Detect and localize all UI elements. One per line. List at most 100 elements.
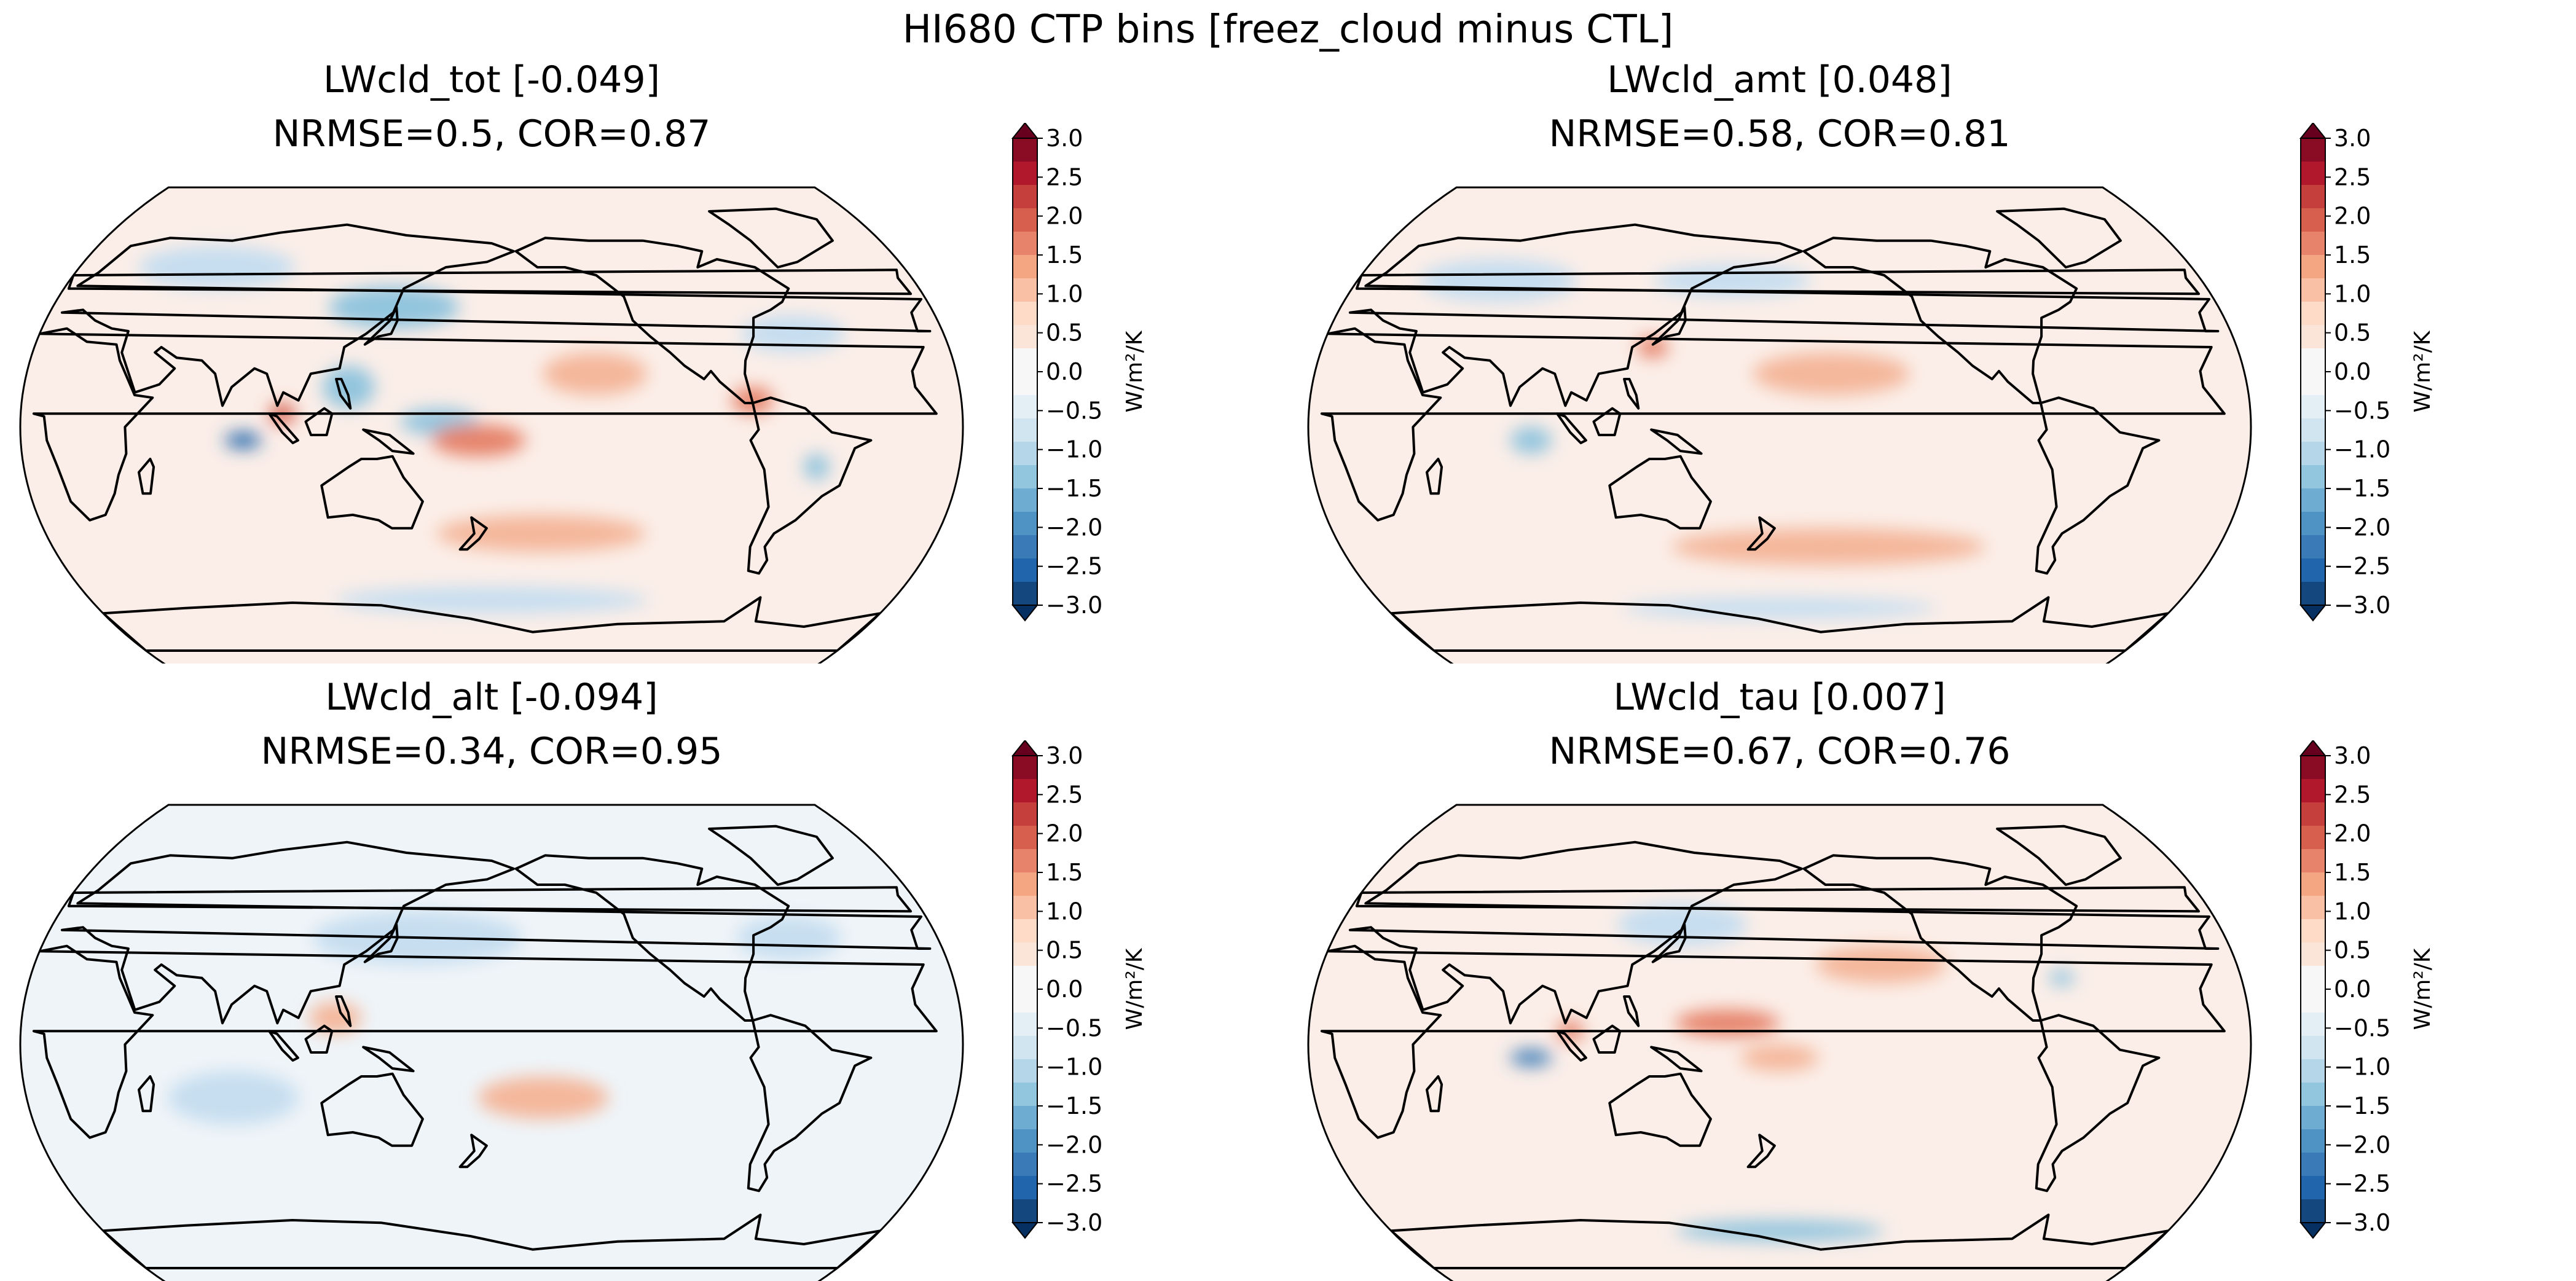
coastline-japan: [1651, 306, 1687, 346]
colorbar-tick-label: 0.5: [2334, 319, 2371, 347]
colorbar-tick-label: 0.5: [1046, 937, 1083, 964]
colorbar-tick-label: 0.0: [1046, 976, 1083, 1003]
colorbar: 3.0 2.5 2.0 1.5 1.0 0.5 0.0 −0.5 −1.0 −1.5 −2.0 −2.…: [2299, 740, 2435, 1239]
colorbar-segment: [1013, 348, 1037, 372]
colorbar-segment: [1013, 1199, 1037, 1223]
colorbar-segment: [2301, 1106, 2325, 1130]
coastline-uk: [1355, 886, 2200, 913]
coastline-south-america: [747, 396, 873, 575]
colorbar-segment: [2301, 1059, 2325, 1083]
colorbar-segment: [2301, 1129, 2325, 1153]
colorbar-segment: [2301, 1153, 2325, 1177]
colorbar-extend-min: [1011, 605, 1039, 622]
panel-title-stats: NRMSE=0.67, COR=0.76: [1549, 730, 2011, 773]
colorbar-tick-label: −2.5: [1046, 553, 1102, 580]
colorbar-segment: [1013, 325, 1037, 349]
colorbar-tick-label: −3.0: [1046, 592, 1102, 619]
colorbar-extend-max: [2299, 123, 2327, 139]
colorbar-segment: [1013, 255, 1037, 279]
coastline-japan: [363, 306, 399, 346]
colorbar-tick-label: 3.0: [1046, 742, 1083, 769]
colorbar-tick-label: 2.5: [1046, 781, 1083, 808]
colorbar-segment: [1013, 232, 1037, 256]
colorbar-segment: [2301, 779, 2325, 803]
colorbar-segment: [1013, 442, 1037, 466]
anomaly-patch: [308, 1001, 361, 1034]
colorbar-segment: [1013, 849, 1037, 873]
anomaly-patch: [2048, 970, 2075, 986]
colorbar-tick-label: 1.5: [1046, 241, 1083, 268]
colorbar-segment: [2301, 208, 2325, 232]
coastline-africa: [1320, 327, 2226, 522]
colorbar-tick-label: 0.0: [2334, 358, 2371, 385]
panel-title: LWcld_amt [0.048] NRMSE=0.58, COR=0.81: [1288, 53, 2271, 161]
colorbar-label: W/m²/K: [2410, 947, 2435, 1030]
colorbar-tick-label: −1.0: [2334, 436, 2390, 463]
figure-title: HI680 CTP bins [freez_cloud minus CTL]: [902, 7, 1674, 52]
colorbar-segment: [1013, 418, 1037, 442]
panel-title-variable: LWcld_tot [-0.049]: [323, 58, 661, 101]
coastline-eurasia: [1348, 223, 2220, 407]
coastline-new-guinea: [1650, 1046, 1703, 1073]
colorbar-segment: [2301, 1199, 2325, 1223]
colorbar-tick-label: −3.0: [1046, 1209, 1102, 1236]
colorbar-tick-label: −1.5: [2334, 475, 2390, 502]
anomaly-patch: [1671, 528, 1986, 566]
colorbar-segment: [1013, 278, 1037, 302]
coastline-uk: [67, 268, 912, 296]
panel-title-variable: LWcld_tau [0.007]: [1613, 676, 1946, 719]
coastline-borneo: [1592, 1024, 1622, 1054]
colorbar-extend-max: [1011, 740, 1039, 756]
colorbar-segment: [1013, 162, 1037, 186]
coastline-new-zealand: [1746, 1134, 1776, 1169]
coastline-philippines: [335, 995, 352, 1027]
colorbar-tick-label: −2.5: [2334, 553, 2390, 580]
colorbar-tick-label: 1.0: [2334, 898, 2371, 925]
coastline-africa: [32, 327, 938, 522]
colorbar-tick-label: −1.0: [2334, 1054, 2390, 1081]
coastline-south-america: [2035, 396, 2161, 575]
colorbar-segment: [2301, 418, 2325, 442]
coastline-australia: [1608, 455, 1712, 530]
anomaly-patch: [740, 315, 846, 353]
map-border: [19, 804, 964, 1281]
colorbar-segment: [1013, 989, 1037, 1013]
colorbar-segment: [1013, 465, 1037, 489]
colorbar-segment: [2301, 535, 2325, 559]
colorbar-segment: [2301, 512, 2325, 536]
colorbar-segment: [2301, 372, 2325, 396]
robinson-map: [1307, 804, 2252, 1281]
colorbar-segment: [2301, 162, 2325, 186]
colorbar-tick-label: 3.0: [1046, 125, 1083, 152]
colorbar-segment: [1013, 802, 1037, 826]
colorbar-tick-label: 0.5: [1046, 319, 1083, 347]
colorbar-segment: [1013, 1013, 1037, 1036]
coastline-eurasia: [60, 223, 932, 407]
anomaly-patch: [1420, 259, 1577, 302]
map-panel-lwcld-alt: LWcld_alt [-0.094] NRMSE=0.34, COR=0.95 …: [0, 667, 1288, 1281]
colorbar-segment: [1013, 185, 1037, 209]
colorbar-segment: [2301, 488, 2325, 512]
coastline-africa: [1320, 944, 2226, 1139]
colorbar-tick-label: −1.5: [2334, 1092, 2390, 1119]
coastline-madagascar: [1426, 458, 1443, 495]
coastline-north-america: [1802, 854, 2078, 1022]
coastline-south-america: [2035, 1014, 2161, 1193]
colorbar-segment: [2301, 1036, 2325, 1060]
panel-title: LWcld_alt [-0.094] NRMSE=0.34, COR=0.95: [0, 670, 983, 778]
colorbar-tick-label: −0.5: [2334, 397, 2390, 424]
coastline-borneo: [304, 1024, 334, 1054]
anomaly-patch: [1675, 1220, 1885, 1242]
anomaly-patch: [322, 366, 375, 409]
colorbar-segment: [1013, 535, 1037, 559]
colorbar-segment: [1013, 302, 1037, 326]
anomaly-patch: [1510, 427, 1552, 454]
coastline-uk: [1355, 268, 2200, 296]
anomaly-patch: [138, 246, 296, 289]
colorbar-tick-label: 1.0: [2334, 280, 2371, 307]
anomaly-patch: [224, 432, 262, 449]
colorbar: 3.0 2.5 2.0 1.5 1.0 0.5 0.0 −0.5 −1.0 −1.5 −2.0 −2.…: [1011, 123, 1147, 622]
colorbar-tick-label: 2.5: [2334, 781, 2371, 808]
colorbar-segment: [1013, 1129, 1037, 1153]
ocean-background: [20, 805, 963, 1281]
